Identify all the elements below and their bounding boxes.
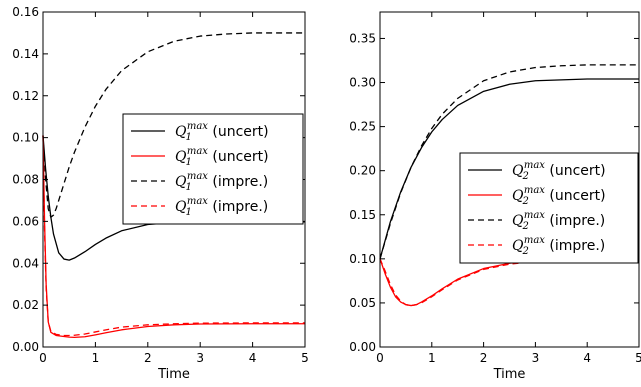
- y-tick-label: 0.25: [349, 120, 376, 134]
- x-tick-label: 1: [428, 351, 436, 365]
- x-tick-label: 4: [583, 351, 591, 365]
- y-tick-label: 0.08: [12, 173, 39, 187]
- y-tick-label: 0.30: [349, 76, 376, 90]
- legend-suffix: (uncert): [208, 124, 269, 140]
- legend: Q1max (uncert)Q1max (uncert)Q1max (impre…: [122, 113, 304, 225]
- legend-superscript: max: [187, 146, 208, 157]
- legend-superscript: max: [187, 196, 208, 207]
- legend-symbol: Q: [175, 174, 187, 190]
- legend-subscript: 2: [521, 221, 528, 232]
- legend-symbol: Q: [512, 238, 524, 254]
- x-axis-label: Time: [493, 367, 526, 382]
- series-line-3: [379, 64, 639, 260]
- legend-entry-3: Q1max (impre.): [175, 171, 268, 193]
- legend-suffix: (impre.): [208, 174, 268, 190]
- legend-symbol: Q: [512, 188, 524, 204]
- legend-superscript: max: [187, 171, 208, 182]
- chart-1: 0 1 2 3 4 5 0.00 0.02 0.04 0.06 0.08 0.10 0.12 0.14 0.…: [12, 5, 309, 382]
- series-line-4: [379, 258, 640, 307]
- y-tick-label: 0.00: [349, 340, 376, 354]
- legend-suffix: (impre.): [545, 238, 605, 254]
- x-tick-label: 3: [196, 351, 204, 365]
- y-tick-label: 0.14: [12, 47, 39, 61]
- legend-superscript: max: [187, 121, 208, 132]
- legend-subscript: 1: [185, 132, 191, 143]
- y-tick-label: 0.10: [349, 252, 376, 266]
- x-tick-label: 4: [249, 351, 257, 365]
- legend-suffix: (impre.): [208, 199, 268, 215]
- legend-symbol: Q: [512, 213, 524, 229]
- legend-subscript: 1: [185, 182, 191, 193]
- plot-frame: [379, 11, 640, 348]
- y-tick-label: 0.15: [349, 208, 376, 222]
- y-tick-label: 0.35: [349, 31, 376, 45]
- legend-symbol: Q: [512, 163, 524, 179]
- legend-superscript: max: [524, 160, 545, 171]
- legend-superscript: max: [524, 210, 545, 221]
- series-line-3: [42, 32, 305, 218]
- legend-superscript: max: [524, 185, 545, 196]
- x-tick-label: 2: [144, 351, 152, 365]
- legend-entry-4: Q2max (impre.): [512, 235, 605, 257]
- y-tick-label: 0.06: [12, 214, 39, 228]
- x-tick-label: 0: [39, 351, 47, 365]
- legend-entry-3: Q2max (impre.): [512, 210, 605, 232]
- x-tick-label: 3: [532, 351, 540, 365]
- x-tick-label: 1: [92, 351, 100, 365]
- y-tick-label: 0.04: [12, 256, 39, 270]
- chart-2: 0 1 2 3 4 5 0.00 0.05 0.10 0.15 0.20 0.25 0.30 0.35 Ti…: [349, 11, 641, 382]
- legend-subscript: 2: [521, 246, 528, 257]
- legend-suffix: (uncert): [545, 163, 606, 179]
- legend-suffix: (uncert): [545, 188, 606, 204]
- legend: Q2max (uncert)Q2max (uncert)Q2max (impre…: [459, 152, 639, 264]
- legend-suffix: (impre.): [545, 213, 605, 229]
- y-tick-label: 0.12: [12, 89, 39, 103]
- x-axis-label: Time: [157, 367, 190, 382]
- legend-entry-2: Q2max (uncert): [512, 185, 606, 207]
- legend-symbol: Q: [175, 124, 187, 140]
- legend-entry-1: Q1max (uncert): [175, 121, 269, 143]
- series-line-4: [42, 135, 305, 337]
- y-tick-label: 0.16: [12, 5, 39, 19]
- y-tick-label: 0.20: [349, 164, 376, 178]
- y-tick-label: 0.02: [12, 298, 39, 312]
- legend-suffix: (uncert): [208, 149, 269, 165]
- legend-subscript: 2: [521, 196, 528, 207]
- x-tick-label: 2: [480, 351, 488, 365]
- y-tick-label: 0.05: [349, 296, 376, 310]
- y-tick-label: 0.10: [12, 131, 39, 145]
- legend-entry-2: Q1max (uncert): [175, 146, 269, 168]
- legend-subscript: 1: [185, 207, 191, 218]
- legend-subscript: 2: [521, 171, 528, 182]
- legend-symbol: Q: [175, 199, 187, 215]
- x-tick-label: 0: [376, 351, 384, 365]
- x-tick-label: 5: [635, 351, 641, 365]
- y-tick-label: 0.00: [12, 340, 39, 354]
- x-tick-label: 5: [301, 351, 309, 365]
- legend-subscript: 1: [185, 157, 191, 168]
- series-line-2: [379, 258, 639, 307]
- legend-superscript: max: [524, 235, 545, 246]
- legend-symbol: Q: [175, 149, 187, 165]
- legend-entry-1: Q2max (uncert): [512, 160, 606, 182]
- legend-entry-4: Q1max (impre.): [175, 196, 268, 218]
